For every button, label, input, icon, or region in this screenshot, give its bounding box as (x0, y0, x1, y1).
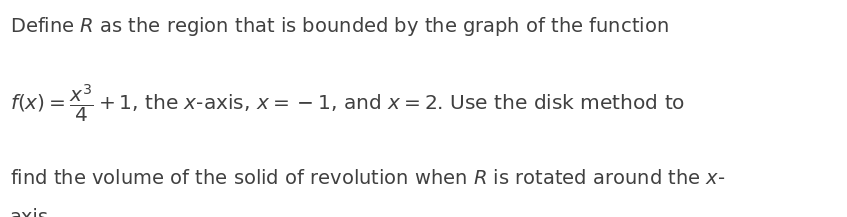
Text: axis.: axis. (10, 208, 55, 217)
Text: $f(x) = \dfrac{x^3}{4} + 1$, the $x$-axis, $x = -1$, and $x = 2$. Use the disk m: $f(x) = \dfrac{x^3}{4} + 1$, the $x$-axi… (10, 82, 685, 125)
Text: find the volume of the solid of revolution when $\mathit{R}$ is rotated around t: find the volume of the solid of revoluti… (10, 169, 726, 188)
Text: Define $\mathit{R}$ as the region that is bounded by the graph of the function: Define $\mathit{R}$ as the region that i… (10, 15, 669, 38)
